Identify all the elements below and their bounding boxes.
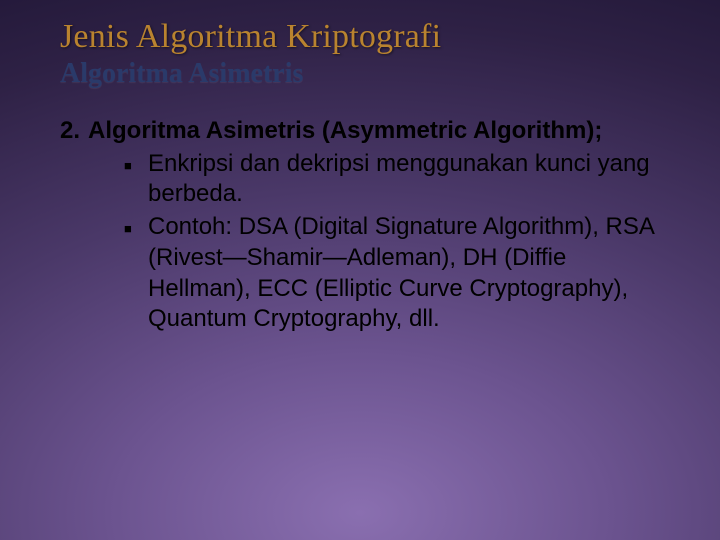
list-item: ■ Enkripsi dan dekripsi menggunakan kunc… — [124, 149, 664, 210]
bullet-list: ■ Enkripsi dan dekripsi menggunakan kunc… — [60, 149, 672, 335]
slide: Jenis Algoritma Kriptografi Algoritma As… — [0, 0, 720, 540]
list-item: ■ Contoh: DSA (Digital Signature Algorit… — [124, 212, 664, 335]
item-heading: Algoritma Asimetris (Asymmetric Algorith… — [86, 116, 612, 147]
slide-body: 2. Algoritma Asimetris (Asymmetric Algor… — [60, 116, 672, 335]
item-number: 2. — [60, 116, 86, 147]
numbered-item: 2. Algoritma Asimetris (Asymmetric Algor… — [60, 116, 672, 147]
bullet-text: Enkripsi dan dekripsi menggunakan kunci … — [148, 149, 664, 210]
bullet-text: Contoh: DSA (Digital Signature Algorithm… — [148, 212, 664, 335]
square-bullet-icon: ■ — [124, 212, 148, 335]
slide-title: Jenis Algoritma Kriptografi — [60, 18, 672, 56]
square-bullet-icon: ■ — [124, 149, 148, 210]
slide-subtitle: Algoritma Asimetris — [60, 58, 672, 90]
